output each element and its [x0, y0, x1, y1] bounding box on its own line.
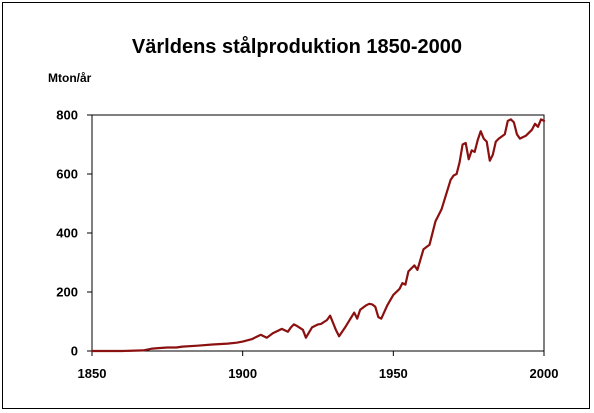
- x-axis-ticks: 1850 1900 1950 2000: [78, 351, 559, 381]
- y-tick-label: 200: [56, 285, 78, 300]
- x-tick-label: 2000: [530, 366, 559, 381]
- y-axis-label: Mton/år: [48, 71, 92, 85]
- chart-frame: Världens stålproduktion 1850-2000 Mton/å…: [2, 2, 590, 409]
- x-tick-label: 1950: [379, 366, 408, 381]
- x-tick-label: 1850: [78, 366, 107, 381]
- y-tick-label: 400: [56, 226, 78, 241]
- y-tick-label: 0: [71, 344, 78, 359]
- steel-production-chart: Världens stålproduktion 1850-2000 Mton/å…: [48, 35, 559, 381]
- y-axis-ticks: 0 200 400 600 800: [56, 108, 92, 359]
- chart-title: Världens stålproduktion 1850-2000: [132, 35, 462, 58]
- y-tick-label: 800: [56, 108, 78, 123]
- steel-production-line: [90, 118, 546, 353]
- y-tick-label: 600: [56, 167, 78, 182]
- x-tick-label: 1900: [228, 366, 257, 381]
